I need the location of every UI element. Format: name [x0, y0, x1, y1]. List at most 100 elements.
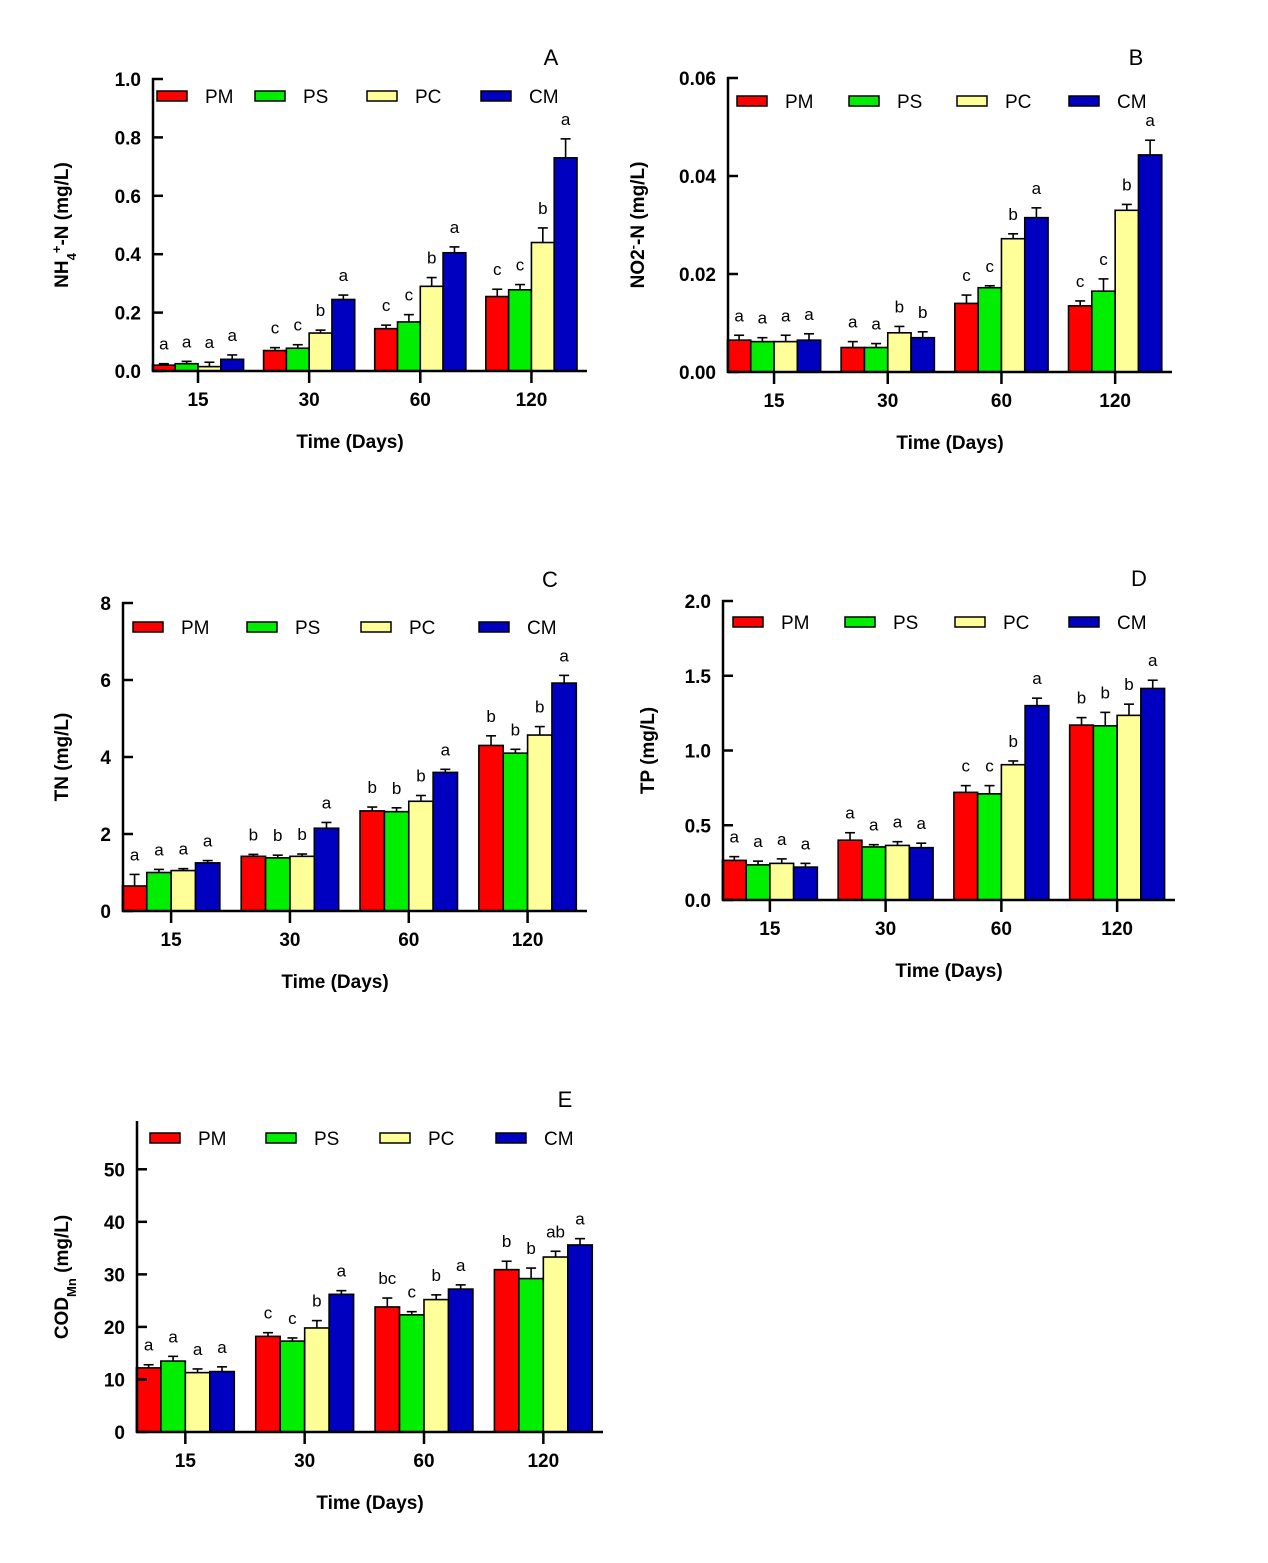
legend-label-pm: PM — [181, 618, 210, 639]
bar-pc-120 — [1114, 209, 1140, 373]
y-axis-title-part: - — [625, 245, 640, 249]
bar-cm-15 — [796, 339, 822, 373]
significance-letter: a — [1032, 179, 1042, 198]
y-axis-title-part: NH — [52, 260, 73, 287]
y-tick-label: 0.02 — [679, 265, 716, 286]
bar-pc-30 — [303, 1327, 330, 1433]
legend-label-pm: PM — [198, 1129, 227, 1150]
bar-ps-60 — [383, 810, 410, 912]
significance-letter: c — [1099, 250, 1108, 269]
legend-swatch-pc — [956, 95, 988, 107]
significance-letter: a — [848, 313, 858, 332]
y-axis-title-part: 4 — [64, 252, 79, 260]
significance-letter: b — [316, 301, 325, 320]
bar-pm-60 — [373, 327, 399, 372]
bar-pm-15 — [721, 859, 747, 901]
bar-cm-30 — [910, 336, 936, 373]
y-tick-label: 0.06 — [679, 69, 716, 90]
bar-cm-120 — [1140, 687, 1166, 901]
significance-letter: a — [758, 309, 768, 328]
panel-label: A — [544, 45, 559, 70]
legend-swatch-pm — [732, 616, 764, 628]
significance-letter: a — [753, 832, 763, 851]
y-axis-title-part: -N (mg/L) — [52, 162, 73, 245]
significance-letter: c — [264, 1304, 273, 1323]
bar-pm-60 — [953, 791, 979, 901]
panel-label: C — [542, 567, 558, 592]
significance-letter: a — [781, 306, 791, 325]
significance-letter: b — [249, 825, 258, 844]
bar-pc-60 — [423, 1298, 450, 1433]
x-tick-label: 120 — [516, 390, 548, 411]
legend-swatch-pm — [156, 90, 188, 102]
significance-letter: a — [871, 315, 881, 334]
y-tick-label: 30 — [104, 1265, 125, 1286]
significance-letter: c — [493, 260, 502, 279]
significance-letter: a — [182, 332, 192, 351]
legend-swatch-ps — [246, 621, 278, 633]
bar-cm-120 — [551, 682, 578, 912]
significance-letter: a — [777, 830, 787, 849]
bar-cm-60 — [1023, 216, 1049, 373]
significance-letter: b — [1122, 175, 1131, 194]
bar-pm-120 — [493, 1268, 520, 1433]
legend-swatch-pc — [360, 621, 392, 633]
x-tick-label: 15 — [759, 919, 781, 940]
y-tick-label: 1.5 — [685, 667, 712, 688]
significance-letter: b — [312, 1292, 321, 1311]
y-tick-label: 20 — [104, 1318, 125, 1339]
significance-letter: b — [431, 1266, 440, 1285]
significance-letter: a — [339, 266, 349, 285]
significance-letter: a — [441, 740, 451, 759]
bar-cm-60 — [447, 1288, 474, 1433]
bar-pc-30 — [884, 844, 911, 901]
y-axis-title: NH4+-N (mg/L) — [49, 162, 79, 288]
significance-letter: a — [559, 646, 569, 665]
y-axis-title-part: (mg/L) — [52, 1215, 73, 1278]
y-axis-title: TP (mg/L) — [638, 707, 659, 794]
legend-swatch-pc — [379, 1132, 411, 1144]
y-axis-title-part: -N (mg/L) — [628, 162, 649, 245]
significance-letter: a — [203, 832, 213, 851]
bar-ps-60 — [396, 321, 422, 372]
y-tick-label: 1.0 — [115, 70, 141, 91]
legend-label-cm: CM — [529, 87, 559, 108]
y-tick-label: 0.4 — [115, 245, 142, 266]
significance-letter: a — [575, 1210, 585, 1229]
bar-cm-15 — [219, 358, 245, 372]
legend-swatch-cm — [480, 90, 512, 102]
bar-pc-30 — [886, 331, 912, 373]
bar-pm-30 — [262, 349, 288, 372]
significance-letter: c — [408, 1283, 417, 1302]
bar-pc-60 — [419, 285, 444, 372]
legend-swatch-cm — [1068, 95, 1100, 107]
y-tick-label: 50 — [104, 1160, 125, 1181]
significance-letter: a — [168, 1327, 178, 1346]
significance-letter: a — [804, 305, 814, 324]
bar-ps-15 — [749, 340, 775, 373]
x-tick-label: 60 — [398, 930, 419, 951]
significance-letter: b — [486, 707, 495, 726]
y-axis-title-part: TP (mg/L) — [638, 707, 659, 794]
bar-pm-60 — [374, 1306, 401, 1433]
bar-pm-120 — [1068, 724, 1095, 901]
legend-label-cm: CM — [527, 618, 557, 639]
x-tick-label: 30 — [294, 1451, 315, 1472]
significance-letter: a — [730, 828, 740, 847]
bar-ps-120 — [502, 752, 529, 912]
legend-swatch-ps — [265, 1132, 297, 1144]
significance-letter: a — [154, 840, 164, 859]
bar-ps-15 — [145, 871, 172, 912]
legend-swatch-ps — [844, 616, 876, 628]
bar-pm-15 — [121, 885, 148, 912]
significance-letter: a — [893, 813, 903, 832]
bar-pc-60 — [407, 800, 434, 912]
legend-label-ps: PS — [314, 1129, 339, 1150]
legend-label-pm: PM — [781, 613, 810, 634]
significance-letter: c — [405, 286, 414, 305]
legend-label-pm: PM — [205, 87, 234, 108]
x-tick-label: 30 — [877, 391, 898, 412]
